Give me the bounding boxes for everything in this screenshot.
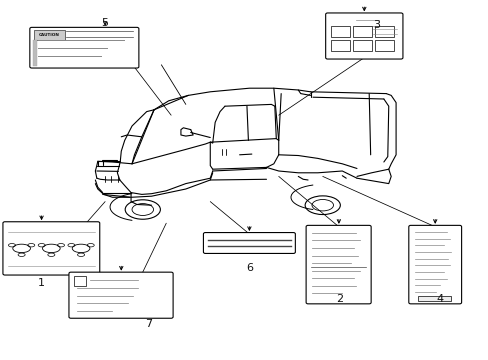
Bar [352,40,372,51]
Bar [331,27,349,37]
FancyBboxPatch shape [325,13,402,59]
FancyBboxPatch shape [69,272,173,318]
Bar [33,40,37,66]
Bar [34,30,65,40]
Text: 2: 2 [336,294,343,304]
Text: 5: 5 [102,18,108,28]
Text: 4: 4 [436,294,443,304]
FancyBboxPatch shape [3,222,100,275]
Bar [352,27,372,37]
Text: CAUTION: CAUTION [39,33,60,37]
Bar [417,296,450,301]
Text: 6: 6 [245,263,252,273]
Text: 1: 1 [38,278,45,288]
Bar [375,40,393,51]
FancyBboxPatch shape [305,225,370,304]
Text: 3: 3 [372,20,379,30]
FancyBboxPatch shape [203,233,295,253]
FancyBboxPatch shape [408,225,461,304]
Bar [375,27,393,37]
Bar [74,276,86,286]
FancyBboxPatch shape [30,27,139,68]
Bar [331,40,349,51]
Text: 7: 7 [145,319,152,329]
